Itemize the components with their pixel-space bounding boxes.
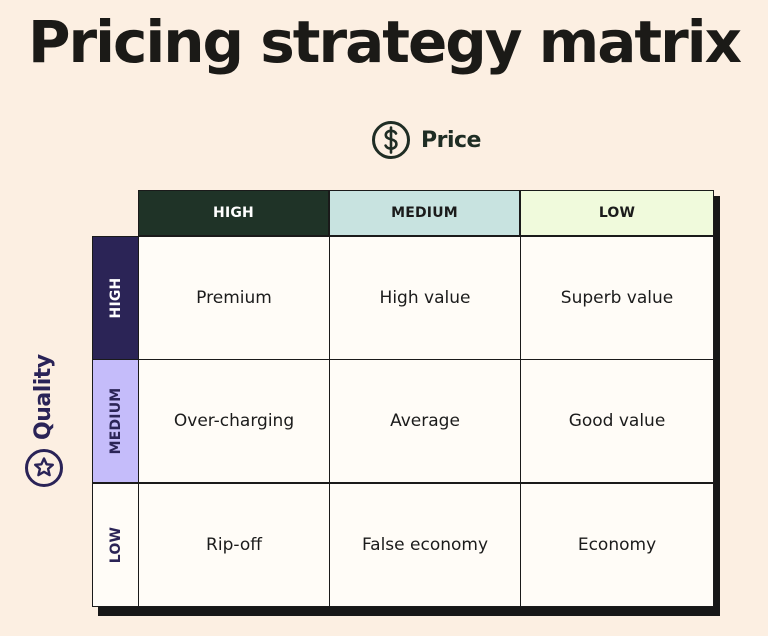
column-header-low: LOW <box>520 190 714 236</box>
price-axis-label: Price <box>371 119 481 161</box>
row-header-low: LOW <box>92 483 139 607</box>
column-header-medium: MEDIUM <box>329 190 520 236</box>
page-title: Pricing strategy matrix <box>27 8 742 76</box>
matrix-cell: Over-charging <box>138 359 330 483</box>
quality-axis-label: Quality <box>22 354 66 490</box>
dollar-circle-icon <box>371 120 411 160</box>
matrix-cell: Good value <box>520 359 714 483</box>
row-header-label: MEDIUM <box>107 387 124 455</box>
quality-axis-text: Quality <box>31 354 56 440</box>
matrix-cell: Superb value <box>520 236 714 360</box>
matrix-cell: High value <box>329 236 521 360</box>
matrix-cell: False economy <box>329 483 521 607</box>
matrix-cell: Average <box>329 359 521 483</box>
row-header-label: HIGH <box>107 277 124 319</box>
row-header-medium: MEDIUM <box>92 359 139 483</box>
matrix-cell: Economy <box>520 483 714 607</box>
row-header-label: LOW <box>107 526 124 564</box>
matrix-cell: Rip-off <box>138 483 330 607</box>
row-header-high: HIGH <box>92 236 139 360</box>
column-header-high: HIGH <box>138 190 329 236</box>
matrix-cell: Premium <box>138 236 330 360</box>
price-axis-text: Price <box>421 127 481 153</box>
star-circle-icon <box>24 448 64 488</box>
